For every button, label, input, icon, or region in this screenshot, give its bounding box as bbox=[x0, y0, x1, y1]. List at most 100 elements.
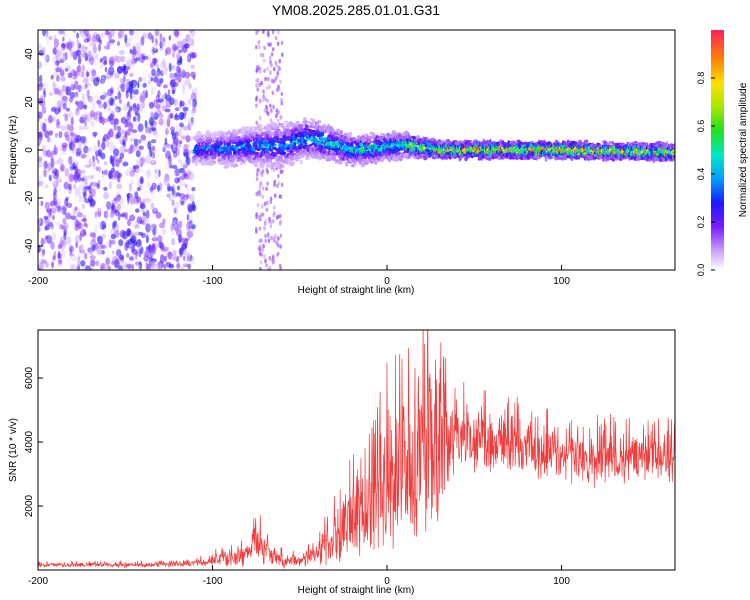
spectrogram-cell bbox=[142, 69, 146, 78]
spectrogram-cell bbox=[82, 64, 85, 72]
spectrogram-cell bbox=[128, 105, 133, 112]
spectrogram-cell bbox=[254, 131, 259, 135]
spectrogram-cell bbox=[130, 57, 138, 65]
spectrogram-cell bbox=[59, 58, 65, 64]
spectrogram-cell bbox=[77, 256, 81, 265]
spectrogram-cell bbox=[176, 125, 179, 132]
spectrogram-cell bbox=[259, 266, 262, 270]
spectrogram-cell bbox=[61, 204, 68, 212]
spectrogram-cell bbox=[186, 256, 191, 262]
spectrogram-cell bbox=[50, 74, 54, 80]
spectrogram-cell bbox=[62, 217, 67, 225]
spectrogram-cell bbox=[320, 131, 325, 137]
spectrogram-cell bbox=[115, 194, 121, 203]
spectrogram-cell bbox=[113, 220, 118, 228]
spectrogram-cell bbox=[183, 125, 189, 131]
spectrogram-cell bbox=[97, 139, 100, 148]
spectrogram-cell bbox=[131, 49, 137, 55]
spectrogram-cell bbox=[315, 137, 319, 140]
spectrogram-cell bbox=[75, 91, 79, 98]
spectrogram-cell bbox=[156, 63, 159, 70]
spectrogram-cell bbox=[185, 184, 191, 193]
spectrogram-cell bbox=[279, 115, 282, 120]
spectrogram-cell bbox=[304, 142, 308, 145]
spectrogram-cell bbox=[89, 56, 95, 66]
spectrogram-cell bbox=[61, 224, 66, 231]
spectrogram-cell bbox=[75, 159, 79, 164]
spectrogram-cell bbox=[276, 158, 280, 162]
spectrogram-cell bbox=[119, 129, 126, 135]
spectrogram-cell bbox=[73, 40, 78, 45]
spectrogram-cell bbox=[96, 76, 100, 83]
spectrogram-cell bbox=[84, 122, 87, 127]
spectrogram-cell bbox=[479, 141, 482, 146]
spectrogram-cell bbox=[80, 153, 87, 159]
spectrogram-cell bbox=[58, 49, 63, 56]
spectrogram-cell bbox=[52, 46, 57, 55]
spectrogram-cell bbox=[50, 158, 55, 168]
spectrogram-cell bbox=[61, 95, 68, 102]
spectrogram-cell bbox=[103, 60, 107, 66]
spectrogram-cell bbox=[69, 140, 76, 150]
spectrogram-cell bbox=[105, 138, 110, 144]
spectrogram-cell bbox=[121, 230, 128, 240]
spectrogram-cell bbox=[73, 30, 77, 35]
spectrogram-cell bbox=[150, 122, 155, 126]
spectrogram-cell bbox=[174, 72, 178, 78]
spectrogram-cell bbox=[277, 30, 280, 35]
spectrogram-cell bbox=[238, 128, 243, 131]
spectrogram-cell bbox=[92, 42, 97, 47]
spectrogram-cell bbox=[132, 164, 140, 169]
spectrogram-cell bbox=[115, 159, 120, 168]
spectrogram-cell bbox=[67, 125, 74, 132]
spectrogram-cell bbox=[264, 97, 267, 102]
spectrogram-cell bbox=[40, 98, 46, 107]
spectrogram-cell bbox=[279, 169, 283, 174]
spectrogram-cell bbox=[46, 162, 54, 171]
spectrogram-cell bbox=[38, 134, 42, 144]
spectrogram-cell bbox=[147, 173, 151, 182]
spectrogram-cell bbox=[161, 94, 165, 101]
spectrogram-cell bbox=[77, 263, 80, 270]
spectrogram-cell bbox=[63, 82, 70, 88]
spectrogram-cell bbox=[60, 42, 67, 49]
spectrogram-cell bbox=[41, 105, 47, 115]
spectrogram-cell bbox=[144, 74, 147, 84]
spectrogram-cell bbox=[55, 99, 61, 106]
spectrogram-cell bbox=[94, 112, 100, 123]
spectrogram-cell bbox=[273, 193, 277, 198]
spectrogram-cell bbox=[93, 145, 98, 153]
spectrogram-cell bbox=[99, 58, 104, 63]
spectrogram-cell bbox=[262, 89, 265, 94]
spectrogram-cell bbox=[142, 89, 146, 94]
spectrogram-cell bbox=[148, 257, 154, 266]
spectrogram-cell bbox=[127, 219, 131, 227]
spectrogram-cell bbox=[61, 251, 64, 258]
spectrogram-cell bbox=[38, 244, 41, 253]
spectrogram-cell bbox=[138, 145, 144, 151]
spectrogram-cell bbox=[44, 225, 48, 231]
spectrogram-cell bbox=[61, 84, 66, 92]
spectrogram-cell bbox=[122, 134, 128, 143]
spectrogram-cell bbox=[184, 71, 191, 79]
spectrogram-cell bbox=[143, 252, 147, 262]
spectrogram-cell bbox=[116, 183, 123, 189]
spectrogram-cell bbox=[157, 235, 163, 243]
spectrogram-cell bbox=[94, 53, 99, 60]
spectrogram-cell bbox=[181, 243, 187, 250]
spectrogram-cell bbox=[53, 187, 57, 195]
spectrogram-cell bbox=[265, 105, 269, 110]
spectrogram-cell bbox=[136, 187, 141, 192]
spectrogram-cell bbox=[77, 173, 81, 183]
spectrogram-cell bbox=[137, 247, 141, 257]
spectrogram-cell bbox=[189, 30, 193, 37]
spectrogram-cell bbox=[89, 39, 93, 48]
spectrogram-cell bbox=[77, 84, 83, 93]
spectrogram-cell bbox=[126, 38, 131, 47]
spectrogram-cell bbox=[99, 111, 103, 120]
spectrogram-cell bbox=[91, 180, 97, 187]
spectrogram-cell bbox=[80, 136, 86, 144]
spectrogram-cell bbox=[101, 170, 106, 175]
spectrogram-cell bbox=[60, 165, 64, 171]
spectrogram-cell bbox=[118, 30, 122, 39]
